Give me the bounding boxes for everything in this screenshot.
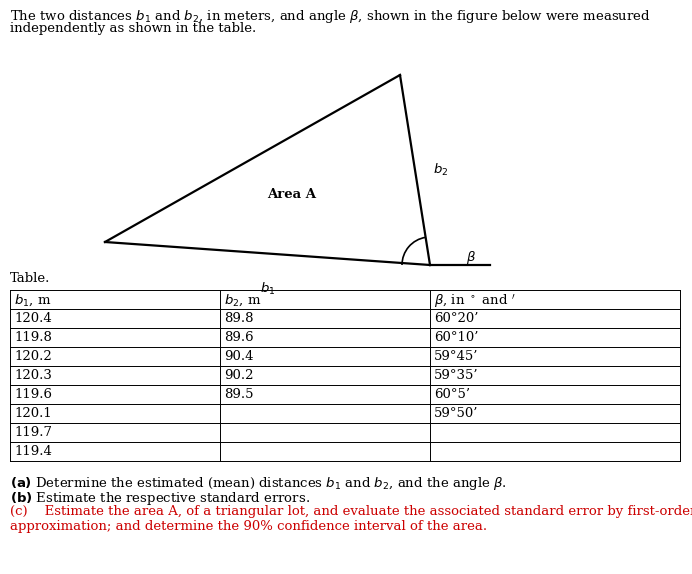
Text: 119.4: 119.4 (14, 445, 52, 458)
Text: 119.8: 119.8 (14, 331, 52, 344)
Text: $\beta$: $\beta$ (466, 249, 476, 266)
Text: 89.8: 89.8 (224, 312, 253, 325)
Text: $\beta$, in $^\circ$ and $'$: $\beta$, in $^\circ$ and $'$ (434, 293, 516, 311)
Text: $\mathbf{(b)}$ Estimate the respective standard errors.: $\mathbf{(b)}$ Estimate the respective s… (10, 490, 310, 507)
Text: 90.4: 90.4 (224, 350, 253, 363)
Text: (c)    Estimate the area A, of a triangular lot, and evaluate the associated sta: (c) Estimate the area A, of a triangular… (10, 505, 692, 518)
Text: 119.7: 119.7 (14, 426, 52, 439)
Text: $b_2$: $b_2$ (433, 162, 448, 178)
Text: 120.1: 120.1 (14, 407, 52, 420)
Text: 89.5: 89.5 (224, 388, 253, 401)
Text: 60°10’: 60°10’ (434, 331, 478, 344)
Text: $b_2$, m: $b_2$, m (224, 293, 262, 308)
Text: approximation; and determine the 90% confidence interval of the area.: approximation; and determine the 90% con… (10, 520, 487, 533)
Text: 59°35’: 59°35’ (434, 369, 479, 382)
Text: $\mathbf{(a)}$ Determine the estimated (mean) distances $b_1$ and $b_2$, and the: $\mathbf{(a)}$ Determine the estimated (… (10, 475, 507, 492)
Text: Table.: Table. (10, 272, 51, 285)
Text: 90.2: 90.2 (224, 369, 253, 382)
Text: 59°45’: 59°45’ (434, 350, 478, 363)
Text: $b_1$: $b_1$ (260, 281, 275, 297)
Text: 120.3: 120.3 (14, 369, 52, 382)
Text: 119.6: 119.6 (14, 388, 52, 401)
Text: 60°5’: 60°5’ (434, 388, 470, 401)
Text: 59°50’: 59°50’ (434, 407, 478, 420)
Text: independently as shown in the table.: independently as shown in the table. (10, 22, 256, 35)
Text: 120.2: 120.2 (14, 350, 52, 363)
Text: 120.4: 120.4 (14, 312, 52, 325)
Text: The two distances $b_1$ and $b_2$, in meters, and angle $\beta$, shown in the fi: The two distances $b_1$ and $b_2$, in me… (10, 8, 650, 25)
Text: $b_1$, m: $b_1$, m (14, 293, 51, 308)
Text: Area A: Area A (267, 188, 316, 200)
Text: 89.6: 89.6 (224, 331, 254, 344)
Text: 60°20’: 60°20’ (434, 312, 478, 325)
